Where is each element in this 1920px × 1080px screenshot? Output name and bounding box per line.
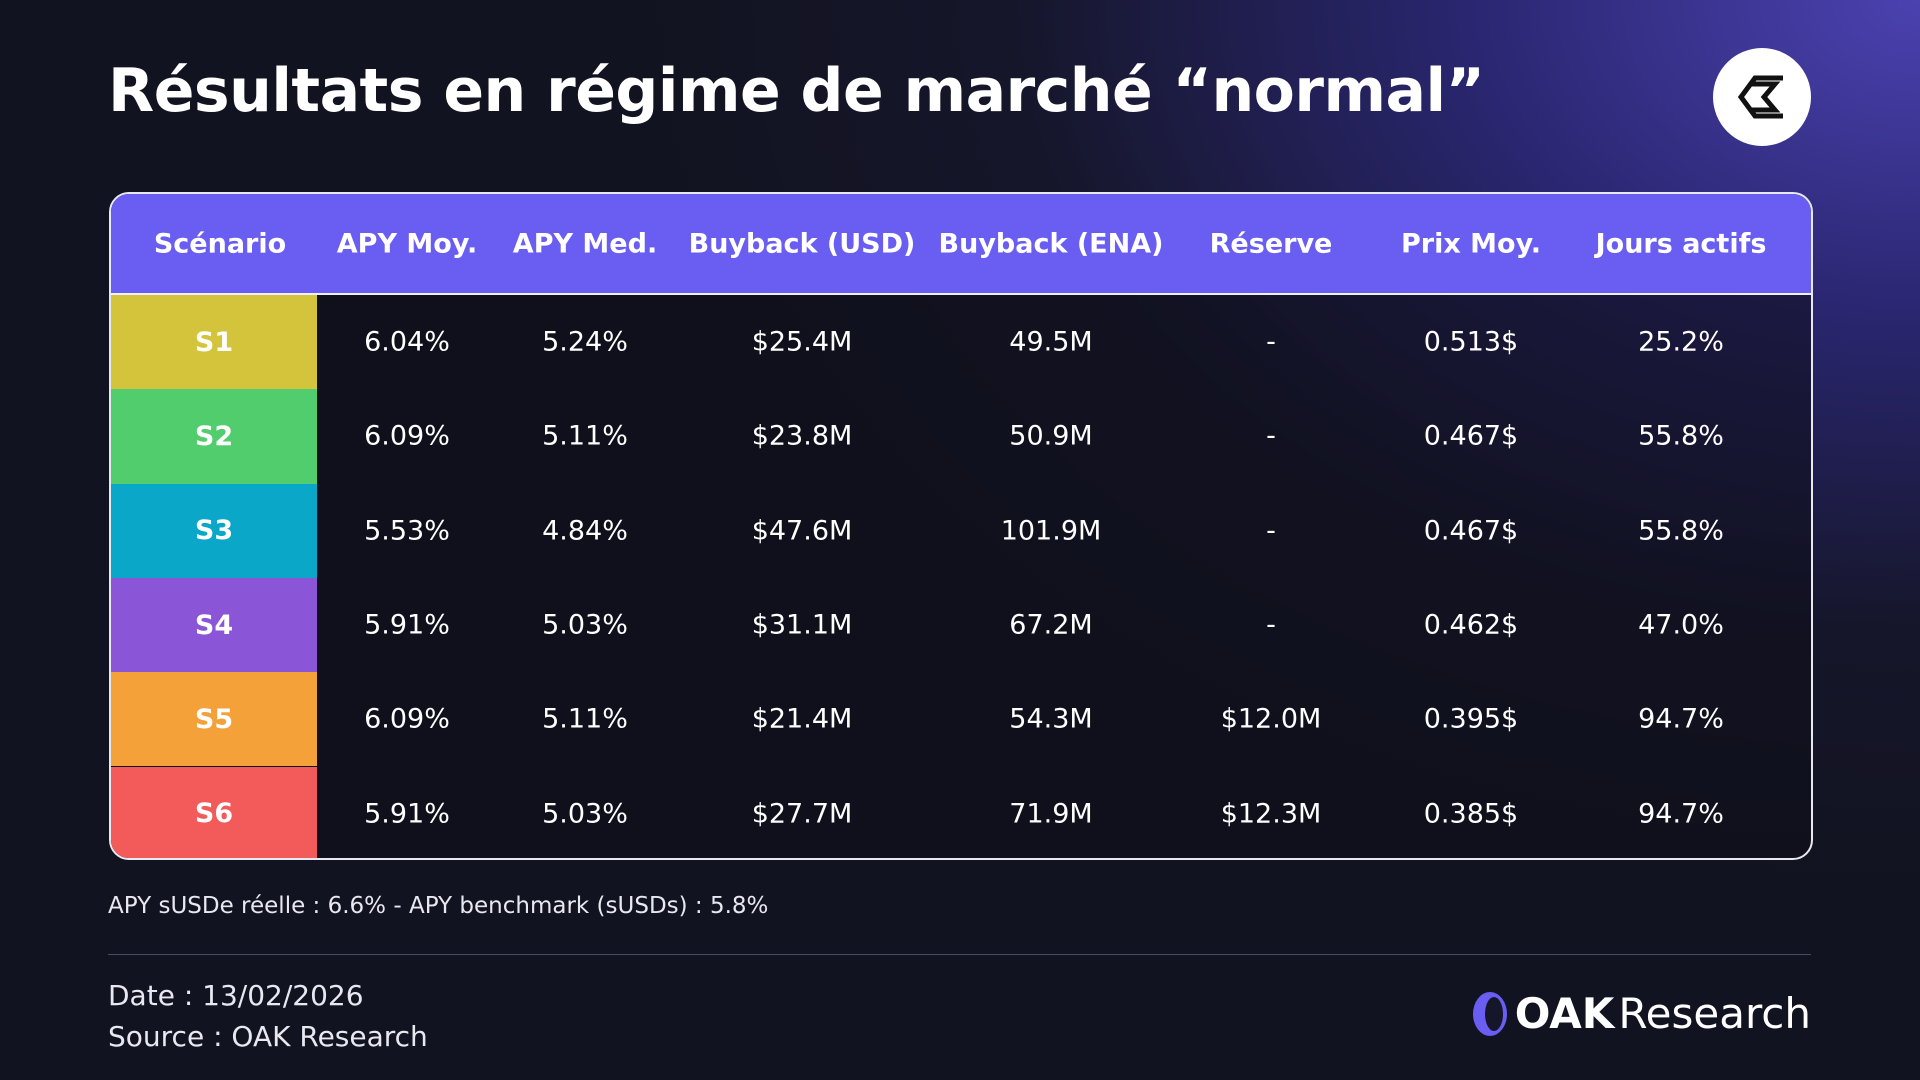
table-cell: 0.462$: [1423, 609, 1519, 641]
brand-oak: OAK: [1514, 989, 1615, 1038]
table-cell: $21.4M: [751, 703, 853, 735]
scenario-label: S1: [111, 295, 317, 390]
table-cell: 25.2%: [1638, 326, 1724, 358]
table-cell: 4.84%: [542, 515, 628, 547]
scenario-label: S2: [111, 389, 317, 484]
table-cell: -: [1266, 326, 1276, 358]
table-cell: $12.3M: [1220, 798, 1322, 830]
table-cell: 5.24%: [542, 326, 628, 358]
logo: [1713, 48, 1811, 146]
table-cell: 5.11%: [542, 420, 628, 452]
table-cell: 94.7%: [1638, 703, 1724, 735]
table-cell: -: [1266, 609, 1276, 641]
column-header: APY Moy.: [336, 228, 478, 260]
table-cell: 6.04%: [364, 326, 450, 358]
table-cell: 49.5M: [1009, 326, 1093, 358]
source: Source : OAK Research: [108, 1020, 428, 1053]
table-cell: -: [1266, 515, 1276, 547]
table-header: Scénario APY Moy. APY Med. Buyback (USD) Buy…: [111, 194, 1811, 295]
table-cell: 54.3M: [1009, 703, 1093, 735]
table-cell: 47.0%: [1638, 609, 1724, 641]
column-header: Réserve: [1209, 228, 1333, 260]
results-table: Scénario APY Moy. APY Med. Buyback (USD) Buy…: [109, 192, 1813, 860]
table-cell: $25.4M: [751, 326, 853, 358]
table-cell: 0.467$: [1423, 515, 1519, 547]
divider: [108, 954, 1811, 955]
column-header: APY Med.: [512, 228, 658, 260]
table-cell: $23.8M: [751, 420, 853, 452]
table-cell: $12.0M: [1220, 703, 1322, 735]
table-cell: 5.91%: [364, 798, 450, 830]
table-cell: $31.1M: [751, 609, 853, 641]
table-cell: 55.8%: [1638, 515, 1724, 547]
brand: OAK Research: [1469, 989, 1811, 1038]
table-cell: 0.467$: [1423, 420, 1519, 452]
title: Résultats en régime de marché “normal”: [108, 56, 1485, 126]
table-cell: 5.91%: [364, 609, 450, 641]
table-cell: 6.09%: [364, 703, 450, 735]
table-cell: 5.03%: [542, 609, 628, 641]
table-cell: 0.395$: [1423, 703, 1519, 735]
footnote: APY sUSDe réelle : 6.6% - APY benchmark …: [108, 893, 769, 919]
table-cell: 6.09%: [364, 420, 450, 452]
table-cell: $27.7M: [751, 798, 853, 830]
brand-research: Research: [1618, 989, 1811, 1038]
column-header: Prix Moy.: [1401, 228, 1541, 260]
logo-glyph: [1737, 75, 1783, 119]
table-cell: 5.11%: [542, 703, 628, 735]
table-cell: 0.513$: [1423, 326, 1519, 358]
scenario-label: S5: [111, 672, 317, 767]
table-cell: 5.03%: [542, 798, 628, 830]
table-cell: -: [1266, 420, 1276, 452]
table-cell: 0.385$: [1423, 798, 1519, 830]
table-cell: 55.8%: [1638, 420, 1724, 452]
scenario-label: S6: [111, 766, 317, 858]
table-cell: 50.9M: [1009, 420, 1093, 452]
table-cell: 71.9M: [1009, 798, 1093, 830]
date: Date : 13/02/2026: [108, 979, 364, 1012]
table-cell: $47.6M: [751, 515, 853, 547]
column-header: Buyback (USD): [688, 228, 916, 260]
table-cell: 94.7%: [1638, 798, 1724, 830]
scenario-label: S3: [111, 483, 317, 578]
column-header: Scénario: [153, 228, 287, 260]
column-header: Jours actifs: [1595, 228, 1767, 260]
brand-icon: [1472, 991, 1507, 1036]
scenario-label: S4: [111, 577, 317, 673]
table-cell: 67.2M: [1009, 609, 1093, 641]
table-cell: 5.53%: [364, 515, 450, 547]
column-header: Buyback (ENA): [938, 228, 1164, 260]
table-cell: 101.9M: [1000, 515, 1102, 547]
